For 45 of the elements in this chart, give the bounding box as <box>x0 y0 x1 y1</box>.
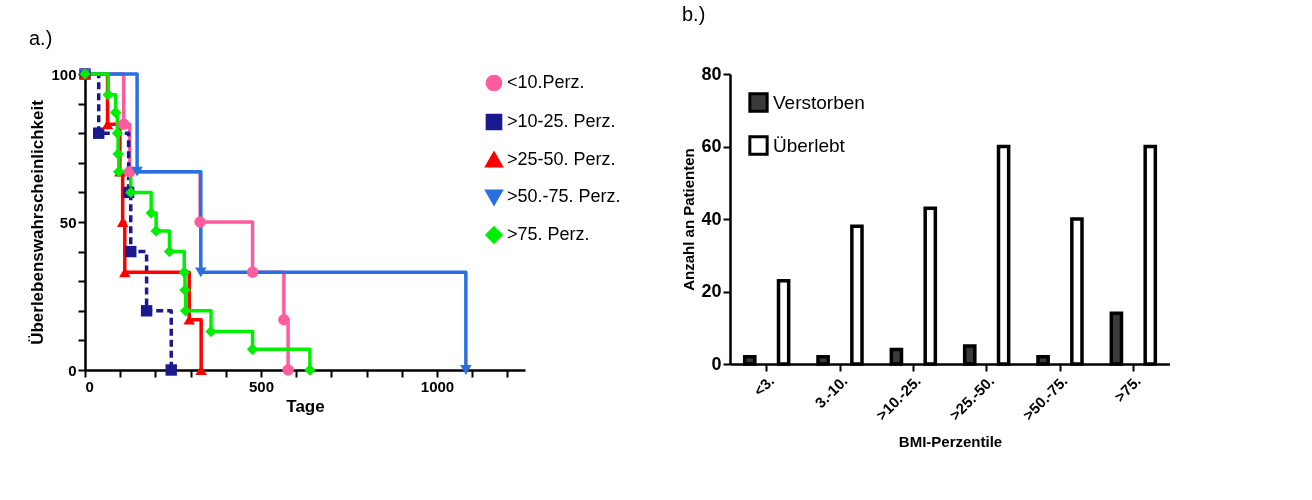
point <box>282 364 294 376</box>
y-tick-label: 80 <box>701 63 722 84</box>
y-tick-label: 40 <box>701 208 722 229</box>
x-tick-label: >75. <box>1110 372 1144 406</box>
y-axis-title: Anzahl an Patienten <box>680 148 698 291</box>
point <box>125 245 137 258</box>
x-tick-label: 0 <box>85 377 94 395</box>
x-axis-title: BMI-Perzentile <box>898 433 1003 451</box>
legend-label: >75. Perz. <box>507 224 590 244</box>
y-tick-label: 20 <box>701 281 722 301</box>
point <box>124 165 136 178</box>
point <box>165 364 177 376</box>
point <box>102 89 114 101</box>
point <box>140 305 153 317</box>
legend-label: Verstorben <box>773 91 865 113</box>
point <box>179 284 191 296</box>
point <box>194 216 206 228</box>
point <box>195 267 207 278</box>
y-tick-label: 0 <box>711 353 722 374</box>
point <box>112 148 124 160</box>
x-tick-label: 500 <box>248 377 275 395</box>
point <box>150 225 162 237</box>
point <box>131 166 143 177</box>
y-tick-label: 60 <box>701 136 722 156</box>
legend-label: Überlebt <box>773 134 846 156</box>
point <box>460 365 472 375</box>
point <box>278 313 290 326</box>
legend-label: >10-25. Perz. <box>507 111 616 131</box>
y-tick-label: 100 <box>51 65 77 83</box>
point <box>246 266 259 279</box>
legend-label: <10.Perz. <box>507 72 585 92</box>
x-tick-label: <3. <box>750 372 778 400</box>
point <box>93 127 105 139</box>
x-axis-title: Tage <box>286 396 325 416</box>
y-axis-title: Überlebenswahrscheinlichkeit <box>28 99 48 345</box>
y-tick-label: 50 <box>59 213 77 231</box>
x-tick-label: 1000 <box>420 377 455 395</box>
y-tick-label: 0 <box>68 361 77 379</box>
legend-label: >50.-75. Perz. <box>507 186 621 206</box>
chart-title: a.) <box>28 27 53 49</box>
point <box>304 364 316 376</box>
chart-title: b.) <box>681 3 706 25</box>
point <box>118 118 130 131</box>
legend-label: >25-50. Perz. <box>507 149 616 169</box>
point <box>145 207 157 219</box>
